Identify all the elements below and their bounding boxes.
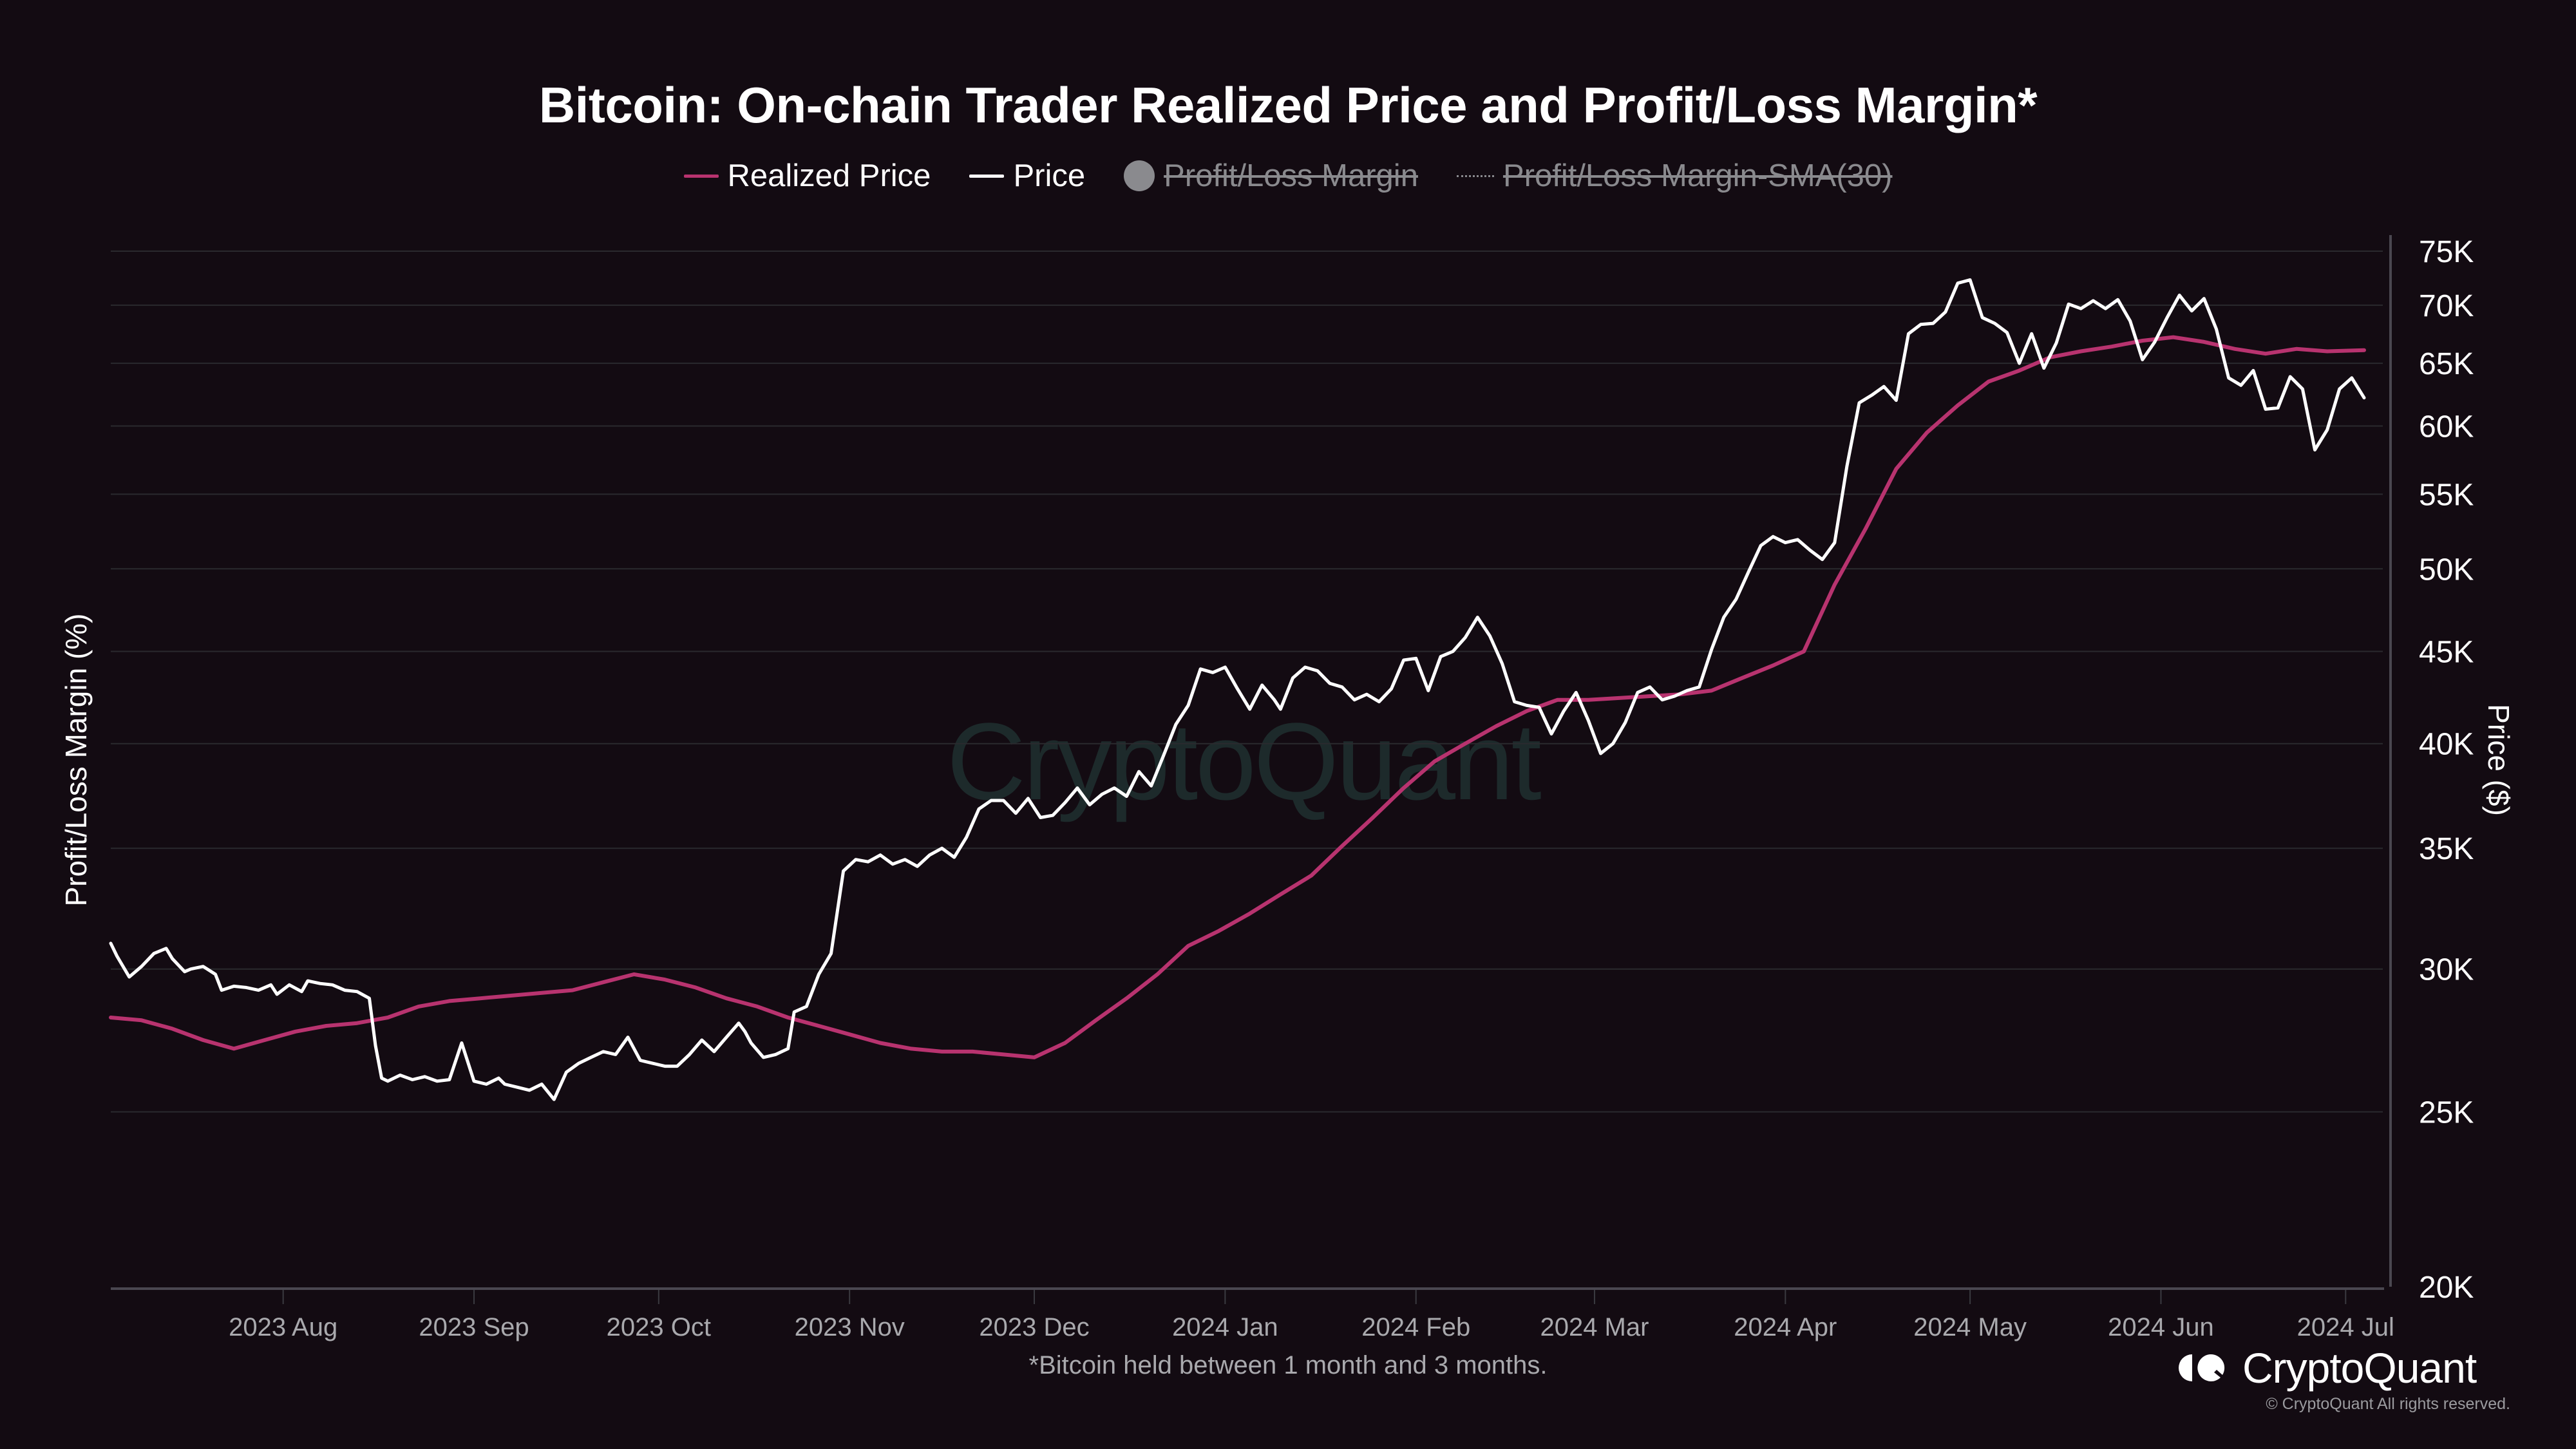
legend-item-realized-price[interactable]: Realized Price — [683, 158, 931, 194]
y-tick-label: 45K — [2419, 635, 2474, 669]
x-tick-label: 2023 Aug — [229, 1313, 337, 1341]
y-tick-label: 55K — [2419, 478, 2474, 512]
footnote: *Bitcoin held between 1 month and 3 mont… — [1028, 1351, 1548, 1379]
cryptoquant-logo-icon — [2179, 1354, 2225, 1381]
x-tick-label: 2024 Feb — [1361, 1313, 1470, 1341]
x-tick-label: 2024 Jul — [2297, 1313, 2394, 1341]
x-tick-label: 2024 Apr — [1734, 1313, 1837, 1341]
x-tick-label: 2023 Sep — [419, 1313, 529, 1341]
y-tick-label: 65K — [2419, 347, 2474, 381]
y-axis-right-label: Price ($) — [2482, 704, 2515, 816]
x-tick-label: 2023 Dec — [979, 1313, 1089, 1341]
watermark: CryptoQuant — [947, 701, 1542, 823]
y-tick-label: 50K — [2419, 553, 2474, 587]
series-lines — [109, 278, 2366, 1101]
x-tick-label: 2024 Jan — [1172, 1313, 1278, 1341]
y-tick-label: 20K — [2419, 1271, 2474, 1305]
realized-price-line — [109, 335, 2366, 1059]
copyright: © CryptoQuant All rights reserved. — [2266, 1395, 2510, 1413]
realized-price-swatch-icon — [683, 174, 719, 178]
cryptoquant-logo: CryptoQuant — [2178, 1343, 2477, 1392]
y-tick-label: 40K — [2419, 728, 2474, 762]
x-tick-label: 2024 Mar — [1540, 1313, 1649, 1341]
legend-label: Profit/Loss Margin — [1164, 158, 1418, 193]
legend-label: Price — [1013, 158, 1086, 193]
dotted-line-swatch-icon — [1456, 175, 1494, 177]
y-tick-label: 35K — [2419, 832, 2474, 866]
legend-item-profit-loss-margin-sma[interactable]: Profit/Loss Margin-SMA(30) — [1456, 158, 1893, 194]
y-tick-label: 75K — [2419, 235, 2474, 269]
circle-swatch-icon — [1124, 160, 1155, 191]
x-tick-label: 2023 Nov — [795, 1313, 905, 1341]
legend: Realized Price Price Profit/Loss Margin … — [0, 158, 2576, 194]
legend-label: Profit/Loss Margin-SMA(30) — [1502, 158, 1893, 193]
logo-text: CryptoQuant — [2242, 1344, 2477, 1392]
chart-title: Bitcoin: On-chain Trader Realized Price … — [538, 77, 2038, 133]
price-swatch-icon — [969, 174, 1005, 178]
y-tick-label: 25K — [2419, 1096, 2474, 1130]
price-line — [109, 278, 2366, 1101]
y-tick-label: 60K — [2419, 410, 2474, 444]
legend-label: Realized Price — [727, 158, 931, 193]
y-axis-left-label: Profit/Loss Margin (%) — [59, 613, 93, 907]
gridlines — [111, 251, 2383, 1113]
y-axis-right: 20K 25K 30K 35K 40K 45K 50K 55K 60K 65K 70K 75K — [2389, 235, 2474, 1305]
legend-item-price[interactable]: Price — [969, 158, 1085, 194]
x-axis: 2023 Aug 2023 Sep 2023 Oct 2023 Nov 2023 Dec… — [111, 1287, 2394, 1341]
x-tick-label: 2023 Oct — [607, 1313, 711, 1341]
legend-item-profit-loss-margin[interactable]: Profit/Loss Margin — [1124, 158, 1418, 194]
y-tick-label: 70K — [2419, 289, 2474, 323]
y-tick-label: 30K — [2419, 953, 2474, 987]
x-tick-label: 2024 May — [1913, 1313, 2027, 1341]
x-tick-label: 2024 Jun — [2108, 1313, 2214, 1341]
